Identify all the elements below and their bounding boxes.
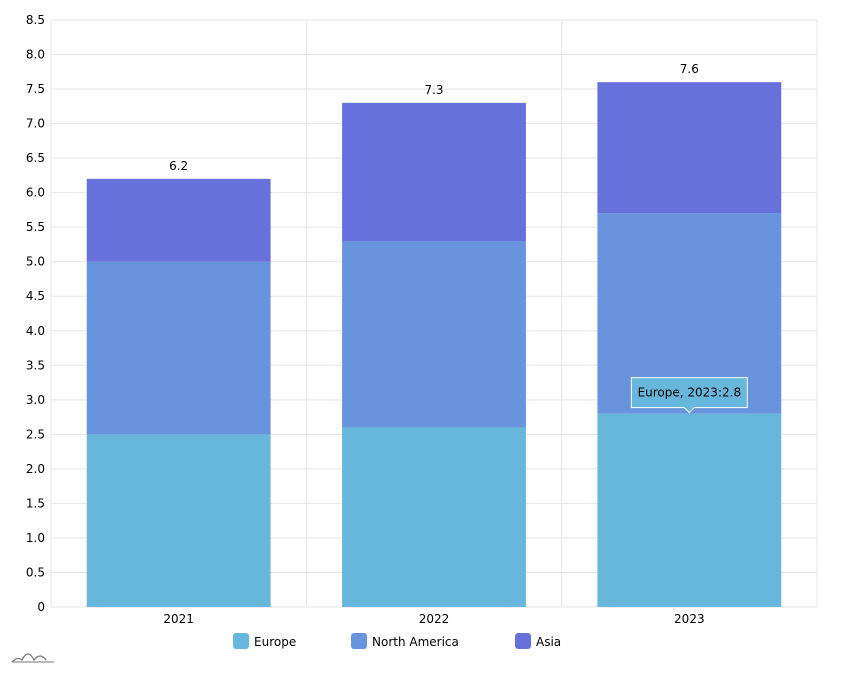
tooltip-box: [630, 377, 748, 414]
x-tick-label: 2023: [674, 612, 705, 626]
y-tick-label: 1.0: [26, 531, 45, 545]
y-tick-label: 7.5: [26, 82, 45, 96]
bar-asia-2021[interactable]: [86, 178, 271, 262]
y-tick-label: 3.0: [26, 393, 45, 407]
y-tick-label: 8.0: [26, 48, 45, 62]
bar-asia-2022[interactable]: [342, 102, 526, 241]
legend-item-north-america[interactable]: North America: [351, 633, 459, 649]
y-tick-label: 4.0: [26, 324, 45, 338]
total-labels: 6.2 7.3 7.6: [169, 62, 699, 173]
y-tick-label: 2.5: [26, 427, 45, 441]
y-tick-label: 5.0: [26, 255, 45, 269]
y-tick-label: 6.0: [26, 186, 45, 200]
amcharts-logo-icon[interactable]: [11, 653, 54, 663]
bar-europe-2023[interactable]: [597, 413, 782, 607]
bar-europe-2022[interactable]: [342, 427, 526, 607]
bars: [86, 82, 782, 607]
y-tick-label: 1.5: [26, 496, 45, 510]
bar-asia-2023[interactable]: [597, 82, 782, 214]
y-tick-label: 0: [37, 600, 45, 614]
x-tick-label: 2021: [163, 612, 194, 626]
legend-label: Europe: [254, 635, 296, 649]
legend-label: Asia: [536, 635, 561, 649]
legend-label: North America: [372, 635, 459, 649]
tooltip-text: Europe, 2023:2.8: [638, 386, 742, 400]
legend-item-europe[interactable]: Europe: [233, 633, 296, 649]
y-tick-label: 8.5: [26, 13, 45, 27]
bar-europe-2021[interactable]: [86, 434, 271, 607]
y-tick-label: 3.5: [26, 358, 45, 372]
legend: Europe North America Asia: [233, 633, 561, 649]
y-tick-label: 7.0: [26, 117, 45, 131]
tooltip: Europe, 2023:2.8: [630, 377, 748, 414]
bar-north-america-2021[interactable]: [86, 261, 271, 435]
legend-item-asia[interactable]: Asia: [515, 633, 561, 649]
total-label: 7.3: [424, 83, 443, 97]
y-tick-label: 0.5: [26, 565, 45, 579]
y-axis: 0 0.5 1.0 1.5 2.0 2.5 3.0 3.5 4.0 4.5 5.0 5.5 6.0 6.5…: [26, 13, 45, 614]
legend-swatch: [515, 633, 531, 649]
legend-swatch: [351, 633, 367, 649]
x-axis: 2021 2022 2023: [163, 612, 704, 626]
total-label: 6.2: [169, 159, 188, 173]
y-tick-label: 2.0: [26, 462, 45, 476]
x-tick-label: 2022: [419, 612, 450, 626]
y-tick-label: 4.5: [26, 289, 45, 303]
y-tick-label: 6.5: [26, 151, 45, 165]
total-label: 7.6: [680, 62, 699, 76]
legend-swatch: [233, 633, 249, 649]
y-tick-label: 5.5: [26, 220, 45, 234]
bar-north-america-2022[interactable]: [342, 240, 526, 428]
